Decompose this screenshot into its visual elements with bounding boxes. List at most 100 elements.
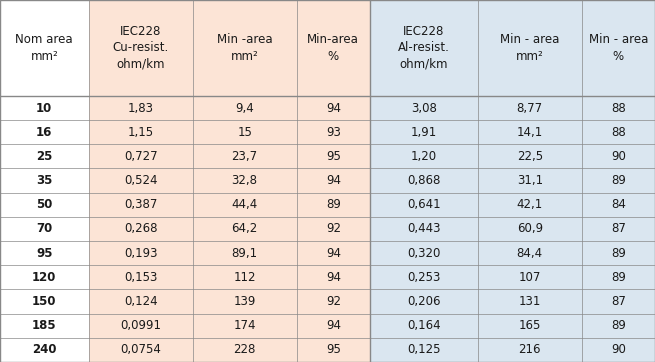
Text: 0,727: 0,727 (124, 150, 157, 163)
Text: 22,5: 22,5 (517, 150, 543, 163)
Bar (88, 144, 370, 168)
Text: 60,9: 60,9 (517, 223, 543, 235)
Bar (0, 217, 88, 241)
Bar (370, 241, 655, 265)
Bar (370, 313, 655, 338)
Text: 0,125: 0,125 (407, 344, 441, 357)
Text: 139: 139 (233, 295, 256, 308)
Text: 3,08: 3,08 (411, 101, 437, 114)
Text: 0,153: 0,153 (124, 271, 157, 284)
Bar (0, 96, 88, 120)
Text: 92: 92 (326, 223, 341, 235)
Text: 0,641: 0,641 (407, 198, 441, 211)
Text: 1,91: 1,91 (411, 126, 437, 139)
Text: 112: 112 (233, 271, 256, 284)
Bar (0, 144, 88, 168)
Text: 93: 93 (326, 126, 341, 139)
Text: 31,1: 31,1 (517, 174, 543, 187)
Text: 90: 90 (611, 150, 626, 163)
Text: 0,524: 0,524 (124, 174, 157, 187)
Bar (370, 217, 655, 241)
Text: 95: 95 (326, 344, 341, 357)
Text: 94: 94 (326, 101, 341, 114)
Text: 0,124: 0,124 (124, 295, 157, 308)
Text: 44,4: 44,4 (231, 198, 258, 211)
Bar (88, 120, 370, 144)
Text: 0,0991: 0,0991 (120, 319, 161, 332)
Bar (88, 168, 370, 193)
Text: 25: 25 (36, 150, 52, 163)
Bar (370, 168, 655, 193)
Text: Min-area
%: Min-area % (307, 33, 359, 63)
Bar (0, 0, 88, 96)
Text: 92: 92 (326, 295, 341, 308)
Text: 107: 107 (519, 271, 541, 284)
Text: 94: 94 (326, 319, 341, 332)
Text: 94: 94 (326, 271, 341, 284)
Bar (88, 217, 370, 241)
Bar (0, 338, 88, 362)
Text: 32,8: 32,8 (232, 174, 257, 187)
Bar (0, 168, 88, 193)
Text: 0,868: 0,868 (407, 174, 441, 187)
Text: 70: 70 (36, 223, 52, 235)
Text: 35: 35 (36, 174, 52, 187)
Bar (0, 290, 88, 313)
Text: 0,268: 0,268 (124, 223, 157, 235)
Text: 89,1: 89,1 (232, 247, 257, 260)
Text: 0,320: 0,320 (407, 247, 441, 260)
Text: 50: 50 (36, 198, 52, 211)
Bar (88, 0, 370, 96)
Text: 89: 89 (611, 174, 626, 187)
Text: 89: 89 (611, 247, 626, 260)
Text: 16: 16 (36, 126, 52, 139)
Bar (0, 265, 88, 290)
Text: 89: 89 (611, 271, 626, 284)
Bar (370, 338, 655, 362)
Text: 131: 131 (519, 295, 541, 308)
Text: 89: 89 (611, 319, 626, 332)
Text: Nom area
mm²: Nom area mm² (16, 33, 73, 63)
Text: 23,7: 23,7 (232, 150, 257, 163)
Bar (88, 290, 370, 313)
Bar (88, 241, 370, 265)
Text: 0,387: 0,387 (124, 198, 157, 211)
Bar (370, 0, 655, 96)
Text: 165: 165 (519, 319, 541, 332)
Text: 9,4: 9,4 (235, 101, 254, 114)
Text: 87: 87 (611, 295, 626, 308)
Bar (0, 193, 88, 217)
Text: 1,15: 1,15 (128, 126, 154, 139)
Text: Min -area
mm²: Min -area mm² (217, 33, 272, 63)
Text: 88: 88 (611, 101, 626, 114)
Text: 185: 185 (32, 319, 56, 332)
Text: 15: 15 (237, 126, 252, 139)
Text: 87: 87 (611, 223, 626, 235)
Text: 90: 90 (611, 344, 626, 357)
Text: 240: 240 (32, 344, 56, 357)
Text: 84: 84 (611, 198, 626, 211)
Bar (370, 144, 655, 168)
Bar (370, 193, 655, 217)
Text: 0,164: 0,164 (407, 319, 441, 332)
Bar (370, 120, 655, 144)
Text: Min - area
mm²: Min - area mm² (500, 33, 559, 63)
Text: 42,1: 42,1 (517, 198, 543, 211)
Bar (88, 96, 370, 120)
Bar (0, 313, 88, 338)
Text: IEC228
Al-resist.
ohm/km: IEC228 Al-resist. ohm/km (398, 25, 450, 71)
Bar (88, 338, 370, 362)
Bar (370, 265, 655, 290)
Text: 120: 120 (32, 271, 56, 284)
Text: 94: 94 (326, 247, 341, 260)
Text: 84,4: 84,4 (517, 247, 543, 260)
Text: 8,77: 8,77 (517, 101, 543, 114)
Text: 0,0754: 0,0754 (121, 344, 161, 357)
Text: 1,20: 1,20 (411, 150, 437, 163)
Text: 150: 150 (32, 295, 56, 308)
Text: 228: 228 (233, 344, 256, 357)
Bar (88, 313, 370, 338)
Text: Min - area
%: Min - area % (589, 33, 648, 63)
Bar (370, 96, 655, 120)
Text: 14,1: 14,1 (517, 126, 543, 139)
